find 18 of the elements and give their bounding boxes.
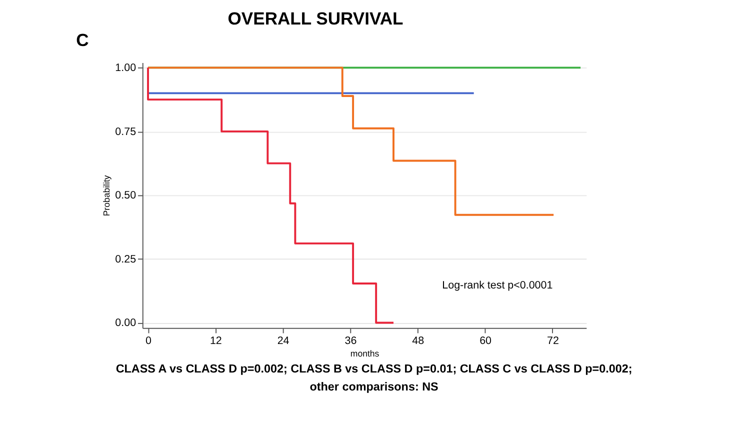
x-tick-label: 36 — [344, 334, 357, 347]
y-tick-label: 0.25 — [115, 253, 136, 266]
y-tick-label: 0.50 — [115, 190, 136, 202]
annotation: Log-rank test p<0.0001 — [442, 279, 553, 292]
x-tick-label: 48 — [412, 334, 424, 347]
text: C — [76, 30, 90, 50]
y-tick-label: 0.75 — [115, 126, 136, 138]
x-tick-label: 72 — [546, 334, 559, 347]
y-axis-title: Probability — [101, 174, 112, 216]
y-tick-label: 0.00 — [115, 317, 136, 330]
x-tick-label: 12 — [210, 334, 222, 347]
x-axis-title: months — [350, 348, 380, 359]
text: CLASS A vs CLASS D p=0.002; CLASS B vs CLASS D p=0.01; CLASS C vs CLASS D p=0.002; other comparisons: NS — [116, 362, 632, 394]
chart-title: OVERALL SURVIVAL — [228, 8, 404, 29]
y-tick-label: 1.00 — [115, 62, 136, 74]
x-tick-label: 60 — [480, 334, 492, 347]
x-tick-label: 24 — [277, 334, 290, 347]
x-tick-label: 0 — [146, 334, 152, 347]
